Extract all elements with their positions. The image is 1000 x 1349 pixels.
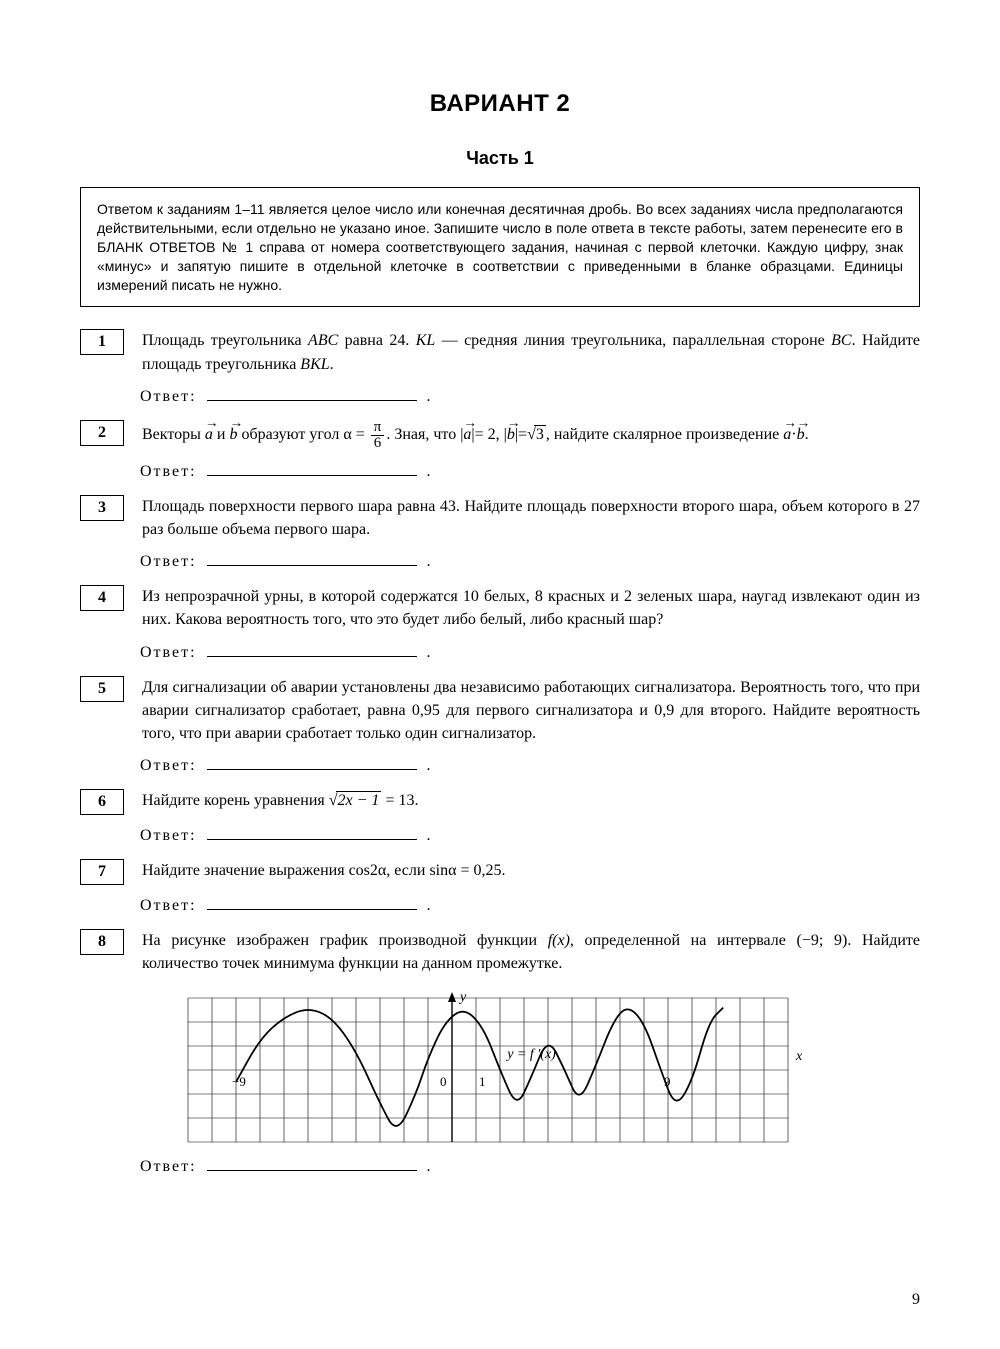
answer-blank[interactable] bbox=[207, 1156, 417, 1171]
abs-b: b bbox=[504, 426, 518, 443]
task-8: 8 На рисунке изображен график производно… bbox=[80, 929, 920, 975]
answer-line: Ответ: . bbox=[140, 825, 920, 845]
task-body: Найдите значение выражения cos2α, если s… bbox=[142, 859, 920, 882]
svg-text:9: 9 bbox=[664, 1074, 671, 1089]
task-body: Найдите корень уравнения 2x − 1 = 13. bbox=[142, 789, 920, 812]
vector-b: b bbox=[797, 423, 805, 446]
task-7: 7 Найдите значение выражения cos2α, если… bbox=[80, 859, 920, 885]
answer-blank[interactable] bbox=[207, 551, 417, 566]
text: — средняя линия треугольника, параллельн… bbox=[435, 332, 831, 349]
radicand: 2x − 1 bbox=[336, 791, 382, 809]
text: образуют угол bbox=[237, 426, 343, 443]
answer-blank[interactable] bbox=[207, 755, 417, 770]
task-body: Площадь поверхности первого шара равна 4… bbox=[142, 495, 920, 541]
task-body: Векторы a и b образуют угол α = π6. Зная… bbox=[142, 420, 920, 451]
math: BKL bbox=[300, 356, 329, 373]
text: . bbox=[330, 356, 334, 373]
task-number: 6 bbox=[80, 789, 124, 815]
svg-text:0: 0 bbox=[440, 1074, 447, 1089]
text: , найдите скалярное произведение bbox=[546, 426, 783, 443]
math: = 13. bbox=[381, 792, 418, 809]
answer-line: Ответ: . bbox=[140, 642, 920, 662]
task-1: 1 Площадь треугольника ABC равна 24. KL … bbox=[80, 329, 920, 375]
fraction: π6 bbox=[371, 420, 385, 451]
task-number: 3 bbox=[80, 495, 124, 521]
answer-label: Ответ: bbox=[140, 553, 197, 570]
answer-blank[interactable] bbox=[207, 461, 417, 476]
task-number: 7 bbox=[80, 859, 124, 885]
denominator: 6 bbox=[371, 436, 385, 451]
task-2: 2 Векторы a и b образуют угол α = π6. Зн… bbox=[80, 420, 920, 451]
math: f(x) bbox=[548, 932, 570, 949]
answer-blank[interactable] bbox=[207, 825, 417, 840]
answer-blank[interactable] bbox=[207, 386, 417, 401]
svg-text:−9: −9 bbox=[232, 1074, 246, 1089]
task-3: 3 Площадь поверхности первого шара равна… bbox=[80, 495, 920, 541]
task-body: Из непрозрачной урны, в которой содержат… bbox=[142, 585, 920, 631]
task-number: 1 bbox=[80, 329, 124, 355]
text: На рисунке изображен график производной … bbox=[142, 932, 548, 949]
page-title: ВАРИАНТ 2 bbox=[80, 90, 920, 118]
task-body: Для сигнализации об аварии установлены д… bbox=[142, 676, 920, 746]
text: Найдите значение выражения bbox=[142, 862, 349, 879]
text: равна 24. bbox=[338, 332, 415, 349]
part-heading: Часть 1 bbox=[80, 148, 920, 169]
answer-line: Ответ: . bbox=[140, 461, 920, 481]
task-5: 5 Для сигнализации об аварии установлены… bbox=[80, 676, 920, 746]
math: KL bbox=[416, 332, 436, 349]
answer-label: Ответ: bbox=[140, 827, 197, 844]
task-number: 2 bbox=[80, 420, 124, 446]
svg-text:y: y bbox=[458, 990, 467, 1005]
answer-line: Ответ: . bbox=[140, 386, 920, 406]
vector-b: b bbox=[507, 423, 515, 446]
abs-a: a bbox=[460, 426, 474, 443]
answer-label: Ответ: bbox=[140, 388, 197, 405]
answer-label: Ответ: bbox=[140, 463, 197, 480]
answer-blank[interactable] bbox=[207, 895, 417, 910]
answer-line: Ответ: . bbox=[140, 1156, 920, 1176]
math: sinα = 0,25. bbox=[429, 862, 505, 879]
answer-label: Ответ: bbox=[140, 644, 197, 661]
answer-label: Ответ: bbox=[140, 757, 197, 774]
math: ABC bbox=[308, 332, 338, 349]
task-body: На рисунке изображен график производной … bbox=[142, 929, 920, 975]
answer-label: Ответ: bbox=[140, 1158, 197, 1175]
svg-text:x: x bbox=[795, 1049, 803, 1064]
answer-line: Ответ: . bbox=[140, 551, 920, 571]
svg-text:1: 1 bbox=[479, 1074, 486, 1089]
math: α = bbox=[343, 426, 364, 443]
instructions-box: Ответом к заданиям 1–11 является целое ч… bbox=[80, 187, 920, 307]
numerator: π bbox=[371, 420, 385, 436]
task-body: Площадь треугольника ABC равна 24. KL — … bbox=[142, 329, 920, 375]
text: Найдите корень уравнения bbox=[142, 792, 329, 809]
vector-b: b bbox=[229, 423, 237, 446]
sqrt: 3 bbox=[527, 423, 546, 446]
page-number: 9 bbox=[912, 1291, 920, 1309]
answer-label: Ответ: bbox=[140, 897, 197, 914]
task-4: 4 Из непрозрачной урны, в которой содерж… bbox=[80, 585, 920, 631]
task-6: 6 Найдите корень уравнения 2x − 1 = 13. bbox=[80, 789, 920, 815]
text: Площадь треугольника bbox=[142, 332, 308, 349]
task-number: 4 bbox=[80, 585, 124, 611]
task-number: 5 bbox=[80, 676, 124, 702]
math: = 2, bbox=[475, 426, 500, 443]
svg-text:y = f ′(x): y = f ′(x) bbox=[505, 1047, 556, 1062]
math: cos2α bbox=[349, 862, 387, 879]
vector-a: a bbox=[205, 423, 213, 446]
answer-blank[interactable] bbox=[207, 642, 417, 657]
radicand: 3 bbox=[534, 425, 546, 443]
math: BC bbox=[831, 332, 851, 349]
text: , если bbox=[386, 862, 429, 879]
text: Векторы bbox=[142, 426, 205, 443]
vector-a: a bbox=[783, 423, 791, 446]
answer-line: Ответ: . bbox=[140, 755, 920, 775]
answer-line: Ответ: . bbox=[140, 895, 920, 915]
chart-svg: y x −9 0 1 9 y = f ′(x) bbox=[180, 990, 820, 1150]
derivative-chart: y x −9 0 1 9 y = f ′(x) bbox=[180, 990, 820, 1150]
sqrt: 2x − 1 bbox=[329, 789, 382, 812]
vector-a: a bbox=[463, 423, 471, 446]
task-number: 8 bbox=[80, 929, 124, 955]
text: . Зная, что bbox=[386, 426, 460, 443]
